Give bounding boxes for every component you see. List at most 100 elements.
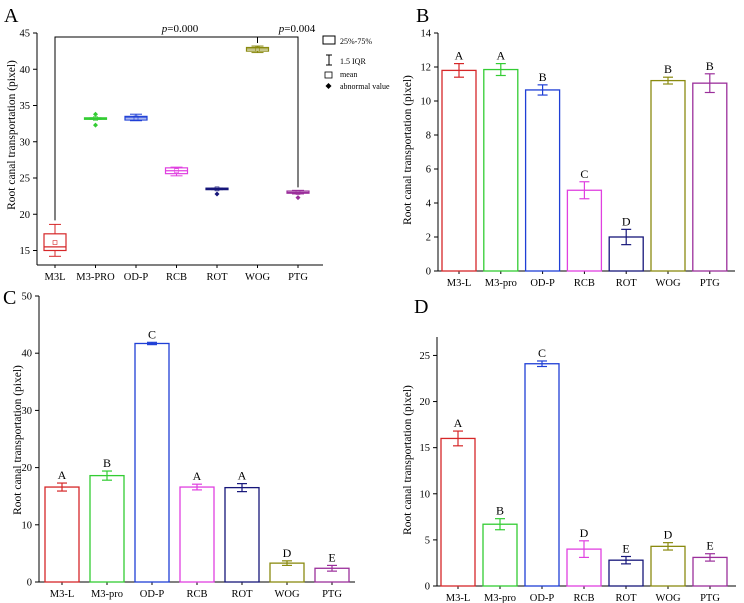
comparison-label-2: p=0.004	[278, 23, 316, 35]
legend-iqr-label: 1.5 IQR	[340, 57, 366, 66]
y-tick-label: 12	[421, 63, 432, 74]
legend-mean-swatch	[324, 71, 333, 79]
y-tick-label: 25	[20, 174, 31, 185]
x-tick-label: ROT	[616, 278, 638, 289]
significance-letter: D	[622, 214, 631, 228]
significance-letter: A	[496, 49, 505, 63]
y-tick-label: 10	[421, 97, 432, 108]
y-tick-label: 30	[20, 137, 31, 148]
y-tick-label: 0	[425, 582, 430, 593]
x-tick-label: WOG	[274, 589, 299, 600]
panel-a-y-axis-label: Root canal transportation (pixel)	[6, 60, 18, 210]
significance-letter: B	[496, 504, 504, 518]
panel-b-letter: B	[416, 5, 429, 27]
bar	[692, 556, 728, 587]
bar	[482, 523, 518, 587]
y-tick-label: 40	[20, 65, 31, 76]
comparison-label-1-p: p	[161, 23, 168, 35]
x-tick-label: RCB	[574, 278, 595, 289]
bar	[692, 82, 728, 272]
x-tick-label: ROT	[616, 593, 638, 603]
x-tick-label: WOG	[655, 278, 680, 289]
box-mean	[295, 190, 301, 195]
box-outlier	[214, 191, 220, 197]
x-tick-label: OD-P	[124, 272, 149, 283]
x-tick-label: M3L	[45, 272, 66, 283]
significance-letter: C	[580, 167, 588, 181]
panel-c-axes: 0 10 20 30 40 50 M3-L M3-pro OD-P RCB ROT WOG PTG A B C…	[22, 292, 355, 600]
x-tick-label: RCB	[573, 593, 594, 603]
panel-c-y-axis-label: Root canal transportation (pixel)	[12, 365, 24, 515]
panel-a: A 15 20 25 30 35 40 45 M3L M3-PRO OD-P RCB ROT WOG PT…	[4, 5, 390, 283]
panel-d-axes: 0 5 10 15 20 25 M3-L M3-pro OD-P RCB ROT WOG PTG A B C D…	[420, 337, 736, 603]
bar	[483, 68, 519, 272]
x-tick-label: RCB	[166, 272, 187, 283]
y-tick-label: 50	[22, 292, 33, 303]
panel-c-letter: C	[3, 287, 16, 309]
significance-letter: D	[283, 546, 292, 560]
x-tick-label: ROT	[207, 272, 229, 283]
significance-letter: A	[455, 49, 464, 63]
y-tick-label: 0	[27, 578, 32, 589]
significance-letter: B	[706, 59, 714, 73]
panel-d-letter: D	[414, 296, 428, 318]
x-tick-label: PTG	[700, 593, 720, 603]
bar	[650, 545, 686, 587]
x-tick-label: OD-P	[530, 278, 555, 289]
panel-c: C 0 10 20 30 40 50 M3-L M3-pro OD-P RCB ROT WOG PTG A…	[3, 287, 355, 600]
significance-letter: C	[148, 327, 156, 341]
legend-outlier-label: abnormal value	[340, 82, 390, 91]
significance-letter: B	[103, 456, 111, 470]
comparison-label-1: p=0.000	[161, 23, 199, 35]
y-tick-label: 10	[420, 489, 431, 500]
legend-box-label: 25%-75%	[340, 37, 372, 46]
box-outlier	[295, 195, 301, 201]
y-tick-label: 45	[20, 29, 31, 40]
comparison-label-2-p: p	[278, 23, 285, 35]
significance-letter: B	[539, 70, 547, 84]
panel-a-letter: A	[4, 5, 19, 27]
y-tick-label: 20	[20, 210, 31, 221]
panel-d-y-axis-label: Root canal transportation (pixel)	[402, 385, 414, 535]
y-tick-label: 15	[420, 443, 431, 454]
panel-d: D 0 5 10 15 20 25 M3-L M3-pro OD-P RCB ROT WOG PTG A B…	[402, 296, 736, 603]
x-tick-label: WOG	[655, 593, 680, 603]
x-tick-label: M3-pro	[485, 278, 517, 289]
x-tick-label: M3-L	[50, 589, 75, 600]
y-tick-label: 4	[426, 199, 432, 210]
x-tick-label: OD-P	[530, 593, 555, 603]
panel-a-axes: 15 20 25 30 35 40 45 M3L M3-PRO OD-P RCB ROT WOG PTG	[20, 29, 323, 283]
bar	[440, 437, 476, 587]
bar	[566, 189, 603, 272]
y-tick-label: 8	[426, 131, 431, 142]
x-tick-label: PTG	[322, 589, 342, 600]
significance-letter: C	[538, 346, 546, 360]
legend-mean-label: mean	[340, 70, 357, 79]
x-tick-label: PTG	[288, 272, 308, 283]
x-tick-label: M3-pro	[484, 593, 516, 603]
bar	[134, 342, 170, 583]
panel-b-axes: 0 2 4 6 8 10 12 14 M3-L M3-pro OD-P RCB ROT WOG PTG A A B…	[421, 29, 735, 289]
x-tick-label: WOG	[245, 272, 270, 283]
significance-letter: A	[58, 468, 67, 482]
box-outlier	[93, 122, 98, 128]
bar	[441, 69, 477, 272]
y-tick-label: 0	[426, 267, 431, 278]
comparison-label-2-value: =0.004	[284, 23, 315, 35]
bar	[89, 474, 125, 583]
bar	[179, 486, 215, 583]
y-tick-label: 20	[22, 463, 33, 474]
box-outlier	[93, 111, 98, 117]
significance-letter: A	[238, 469, 247, 483]
bar	[650, 79, 686, 272]
y-tick-label: 25	[420, 351, 431, 362]
panel-b: B 0 2 4 6 8 10 12 14 M3-L M3-pro OD-P RCB ROT WOG PTG A…	[402, 5, 735, 289]
bar	[524, 363, 560, 587]
significance-letter: E	[622, 541, 629, 555]
comparison-bracket-2	[257, 36, 299, 188]
box-mean	[174, 168, 179, 174]
significance-letter: B	[664, 62, 672, 76]
x-tick-label: M3-L	[446, 593, 471, 603]
x-tick-label: PTG	[700, 278, 720, 289]
